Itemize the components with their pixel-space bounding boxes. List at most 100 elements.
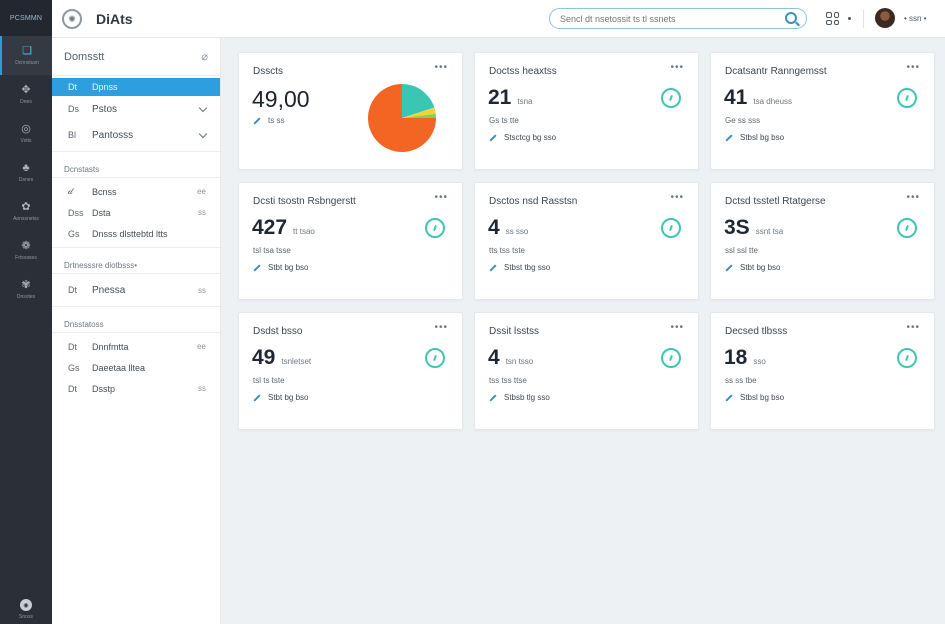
card-value: 4 tsn tsso xyxy=(488,346,533,370)
sidebar-item[interactable]: Dt Pnessa ss xyxy=(52,277,220,303)
sidebar: Domsstt ⌀ Dt Dpnss Ds Pstos Bl Pantosss Dcnst… xyxy=(52,38,221,624)
card-subtext: tss tss ttse xyxy=(489,376,527,385)
card-value: 4 ss sso xyxy=(488,216,528,240)
rail-nav-icon: ✾ xyxy=(21,279,31,291)
chevron-down-icon[interactable] xyxy=(198,103,208,112)
card-subtext: ss ss tbe xyxy=(725,376,757,385)
rail-item-label: Aonssnetss xyxy=(13,216,39,222)
metric-card[interactable]: Dsdst bsso ••• 49 tsnletset tsl ts tste Stbt … xyxy=(238,312,463,430)
card-value: 427 tt tsao xyxy=(252,216,315,240)
metric-card[interactable]: Dsscts ••• 49,00 ts ss xyxy=(238,52,463,170)
card-value: 49 tsnletset xyxy=(252,346,311,370)
metric-card[interactable]: Doctss heaxtss ••• 21 tsna Gs ts tte Stsctcg … xyxy=(474,52,699,170)
metric-card[interactable]: Dctsd tsstetl Rtatgerse ••• 3S ssnt tsa ssl … xyxy=(710,182,935,300)
rail-item-1[interactable]: ✥ Dnes xyxy=(0,75,52,114)
sidebar-item-icon: Dt xyxy=(68,82,77,92)
edit-icon xyxy=(489,393,497,402)
search-input[interactable] xyxy=(560,13,780,24)
sidebar-item-label: Dnnfmtta xyxy=(92,341,129,352)
card-value: 3S ssnt tsa xyxy=(724,216,783,240)
metric-card[interactable]: Dssit lsstss ••• 4 tsn tsso tss tss ttse Stbs… xyxy=(474,312,699,430)
more-options-icon[interactable]: ••• xyxy=(434,62,448,73)
card-link[interactable]: Stbsl bg bso xyxy=(725,133,784,142)
search-icon[interactable] xyxy=(785,12,797,24)
metric-card[interactable]: Dcsti tsostn Rsbngerstt ••• 427 tt tsao tsl … xyxy=(238,182,463,300)
card-link[interactable]: Stbsl bg bso xyxy=(725,393,784,402)
rail-item-6[interactable]: ✾ Dnsotes xyxy=(0,270,52,309)
sidebar-item-label: Pstos xyxy=(92,103,118,115)
card-unit: ssnt tsa xyxy=(755,227,784,236)
topbar-divider xyxy=(863,10,864,28)
sidebar-item-label: Bcnss xyxy=(92,186,117,197)
metric-card[interactable]: Dsctos nsd Rasstsn ••• 4 ss sso tts tss tste… xyxy=(474,182,699,300)
card-value-number: 427 xyxy=(252,216,288,239)
more-options-icon[interactable]: ••• xyxy=(434,192,448,203)
user-menu-label[interactable]: • ssn • xyxy=(904,14,927,23)
card-link[interactable]: Stbt bg bso xyxy=(725,263,780,272)
card-value-number: 4 xyxy=(488,216,500,239)
metric-card[interactable]: Dcatsantr Ranngemsst ••• 41 tsa dheuss Ge ss… xyxy=(710,52,935,170)
rail-settings[interactable]: ◉ Snoss xyxy=(0,599,52,620)
edit-icon xyxy=(253,393,261,402)
more-options-icon[interactable]: ••• xyxy=(906,322,920,333)
rail-nav-icon: ❏ xyxy=(22,45,32,57)
edit-icon xyxy=(725,393,733,402)
rail-item-5[interactable]: ❁ Frtsvases xyxy=(0,231,52,270)
card-value: 49,00 xyxy=(252,86,310,113)
rail-nav-icon: ◎ xyxy=(21,123,31,135)
sidebar-item-badge: ss xyxy=(198,208,206,217)
rail-item-2[interactable]: ◎ Vstts xyxy=(0,114,52,153)
pie-slice-2 xyxy=(402,113,436,118)
sidebar-item-label: Daeetaa lltea xyxy=(92,362,146,373)
card-value-number: 49,00 xyxy=(252,86,310,112)
more-options-icon[interactable]: ••• xyxy=(670,62,684,73)
sidebar-item[interactable]: Dt Dnnfmtta ee xyxy=(52,336,220,357)
sidebar-item[interactable]: Dss Dsta ss xyxy=(52,202,220,223)
more-options-icon[interactable]: ••• xyxy=(906,192,920,203)
status-ring-icon xyxy=(661,348,681,368)
notification-dot-icon[interactable] xyxy=(848,17,851,20)
card-link[interactable]: Stsctcg bg sso xyxy=(489,133,556,142)
card-value-number: 41 xyxy=(724,86,748,109)
card-link[interactable]: Stbt bg bso xyxy=(253,393,308,402)
edit-icon xyxy=(725,263,733,272)
sidebar-item[interactable]: Bl Pantosss xyxy=(52,122,220,148)
top-bar: ✺ DiAts • ssn • xyxy=(52,0,945,38)
sidebar-item[interactable]: Dt Dpnss xyxy=(52,78,220,96)
rail-item-4[interactable]: ✿ Aonssnetss xyxy=(0,192,52,231)
card-title: Dctsd tsstetl Rtatgerse xyxy=(725,196,826,207)
more-options-icon[interactable]: ••• xyxy=(906,62,920,73)
sidebar-section-title: Drtnesssre diotbsss• xyxy=(64,261,138,270)
card-subtext: Ge ss sss xyxy=(725,116,761,125)
rail-nav-icon: ❁ xyxy=(21,240,31,252)
more-options-icon[interactable]: ••• xyxy=(670,322,684,333)
sidebar-item[interactable]: Dt Dsstp ss xyxy=(52,378,220,399)
sidebar-item[interactable]: Gs Daeetaa lltea xyxy=(52,357,220,378)
more-options-icon[interactable]: ••• xyxy=(434,322,448,333)
paperclip-icon[interactable]: ⌀ xyxy=(201,51,208,63)
sidebar-item-label: Dnsss dlsttebtd ltts xyxy=(92,228,168,239)
card-value-number: 49 xyxy=(252,346,276,369)
app-logo-icon: ✺ xyxy=(62,9,82,29)
edit-icon[interactable] xyxy=(253,116,261,125)
rail-settings-label: Snoss xyxy=(19,614,33,620)
rail-item-3[interactable]: ♣ Dsnes xyxy=(0,153,52,192)
card-value: 21 tsna xyxy=(488,86,532,110)
apps-grid-icon[interactable] xyxy=(826,12,839,25)
card-subtext: ts ss xyxy=(253,116,284,125)
rail-item-0[interactable]: ❏ Dcnnstusn xyxy=(0,36,52,75)
card-link[interactable]: Stbst tbg sso xyxy=(489,263,550,272)
sidebar-item[interactable]: 𝒹 Bcnss ee xyxy=(52,181,220,202)
status-ring-icon xyxy=(425,218,445,238)
sidebar-item[interactable]: Ds Pstos xyxy=(52,96,220,122)
status-ring-icon xyxy=(425,348,445,368)
avatar[interactable] xyxy=(875,8,895,28)
card-unit: sso xyxy=(753,357,766,366)
card-link[interactable]: Stbt bg bso xyxy=(253,263,308,272)
card-link[interactable]: Stbsb tlg sso xyxy=(489,393,550,402)
metric-card[interactable]: Decsed tlbsss ••• 18 sso ss ss tbe Stbsl bg b… xyxy=(710,312,935,430)
sidebar-item[interactable]: Gs Dnsss dlsttebtd ltts xyxy=(52,223,220,244)
more-options-icon[interactable]: ••• xyxy=(670,192,684,203)
search-box[interactable] xyxy=(549,8,807,29)
chevron-down-icon[interactable] xyxy=(198,129,208,138)
